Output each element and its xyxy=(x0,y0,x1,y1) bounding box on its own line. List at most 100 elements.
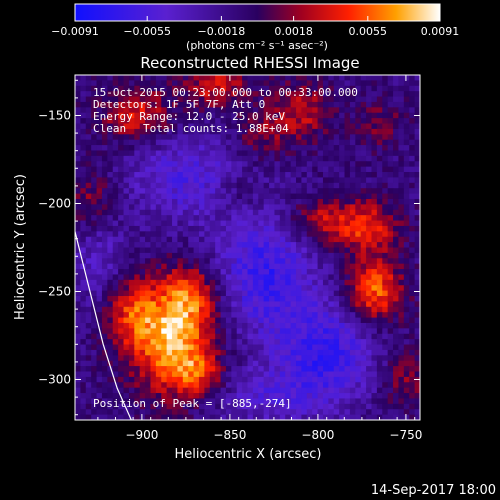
heatmap-pixel xyxy=(322,134,329,141)
heatmap-pixel xyxy=(107,263,114,270)
heatmap-pixel xyxy=(155,145,162,151)
heatmap-pixel xyxy=(182,349,189,356)
heatmap-pixel xyxy=(382,193,389,200)
heatmap-pixel xyxy=(128,414,135,420)
heatmap-pixel xyxy=(403,75,410,81)
heatmap-pixel xyxy=(328,155,335,162)
heatmap-pixel xyxy=(236,339,243,345)
heatmap-pixel xyxy=(85,274,92,281)
heatmap-pixel xyxy=(409,177,416,184)
heatmap-pixel xyxy=(112,306,119,313)
heatmap-pixel xyxy=(322,75,329,81)
heatmap-pixel xyxy=(80,155,87,162)
heatmap-pixel xyxy=(403,150,410,157)
heatmap-pixel xyxy=(360,306,367,313)
heatmap-pixel xyxy=(198,177,205,184)
heatmap-pixel xyxy=(403,139,410,146)
heatmap-pixel xyxy=(107,172,114,178)
heatmap-pixel xyxy=(382,75,389,81)
heatmap-pixel xyxy=(403,231,410,238)
heatmap-pixel xyxy=(134,225,141,232)
heatmap-pixel xyxy=(263,91,270,97)
heatmap-pixel xyxy=(209,209,216,216)
heatmap-pixel xyxy=(172,279,178,286)
heatmap-pixel xyxy=(403,393,410,399)
heatmap-pixel xyxy=(231,258,238,265)
heatmap-pixel xyxy=(371,188,378,194)
heatmap-pixel xyxy=(139,306,146,313)
heatmap-pixel xyxy=(263,231,270,238)
heatmap-pixel xyxy=(414,150,420,157)
heatmap-pixel xyxy=(258,91,265,97)
heatmap-pixel xyxy=(225,188,232,194)
heatmap-pixel xyxy=(91,155,97,162)
heatmap-pixel xyxy=(236,301,243,308)
heatmap-pixel xyxy=(80,376,87,383)
heatmap-pixel xyxy=(382,220,389,227)
heatmap-pixel xyxy=(155,269,162,275)
heatmap-pixel xyxy=(220,285,227,292)
heatmap-pixel xyxy=(155,85,162,92)
heatmap-pixel xyxy=(258,393,265,399)
heatmap-pixel xyxy=(247,306,254,313)
heatmap-pixel xyxy=(322,409,329,416)
heatmap-pixel xyxy=(242,101,248,108)
heatmap-pixel xyxy=(172,85,178,92)
heatmap-pixel xyxy=(263,101,270,108)
heatmap-pixel xyxy=(112,209,119,216)
heatmap-pixel xyxy=(182,166,189,173)
heatmap-pixel xyxy=(279,360,286,367)
heatmap-pixel xyxy=(409,285,416,292)
heatmap-pixel xyxy=(220,376,227,383)
heatmap-pixel xyxy=(258,220,265,227)
heatmap-pixel xyxy=(123,225,130,232)
heatmap-pixel xyxy=(209,322,216,329)
heatmap-pixel xyxy=(91,236,97,243)
heatmap-pixel xyxy=(301,177,308,184)
heatmap-pixel xyxy=(376,409,383,416)
heatmap-pixel xyxy=(177,166,184,173)
heatmap-pixel xyxy=(360,387,367,394)
heatmap-pixel xyxy=(344,128,351,135)
heatmap-pixel xyxy=(376,204,383,211)
heatmap-pixel xyxy=(145,371,151,378)
heatmap-pixel xyxy=(285,403,292,410)
heatmap-pixel xyxy=(91,204,97,211)
heatmap-pixel xyxy=(285,134,292,141)
heatmap-pixel xyxy=(258,85,265,92)
heatmap-pixel xyxy=(339,328,345,335)
heatmap-pixel xyxy=(80,339,87,345)
heatmap-pixel xyxy=(220,339,227,345)
heatmap-pixel xyxy=(252,371,259,378)
heatmap-pixel xyxy=(360,182,367,189)
heatmap-pixel xyxy=(398,349,405,356)
heatmap-pixel xyxy=(312,150,318,157)
heatmap-pixel xyxy=(198,112,205,119)
heatmap-pixel xyxy=(290,155,297,162)
heatmap-pixel xyxy=(107,134,114,141)
heatmap-pixel xyxy=(134,252,141,259)
heatmap-pixel xyxy=(333,247,340,254)
heatmap-pixel xyxy=(155,166,162,173)
heatmap-pixel xyxy=(306,91,313,97)
heatmap-pixel xyxy=(306,263,313,270)
heatmap-pixel xyxy=(75,393,81,399)
heatmap-pixel xyxy=(231,150,238,157)
heatmap-pixel xyxy=(290,296,297,302)
heatmap-pixel xyxy=(279,312,286,318)
heatmap-pixel xyxy=(296,242,302,248)
heatmap-pixel xyxy=(322,220,329,227)
heatmap-pixel xyxy=(172,236,178,243)
heatmap-pixel xyxy=(322,360,329,367)
heatmap-pixel xyxy=(301,247,308,254)
heatmap-pixel xyxy=(225,107,232,114)
heatmap-pixel xyxy=(101,209,108,216)
heatmap-pixel xyxy=(349,134,356,141)
heatmap-pixel xyxy=(344,231,351,238)
heatmap-pixel xyxy=(398,344,405,351)
heatmap-pixel xyxy=(333,290,340,297)
heatmap-pixel xyxy=(328,166,335,173)
heatmap-pixel xyxy=(258,247,265,254)
heatmap-pixel xyxy=(290,349,297,356)
heatmap-pixel xyxy=(123,91,130,97)
